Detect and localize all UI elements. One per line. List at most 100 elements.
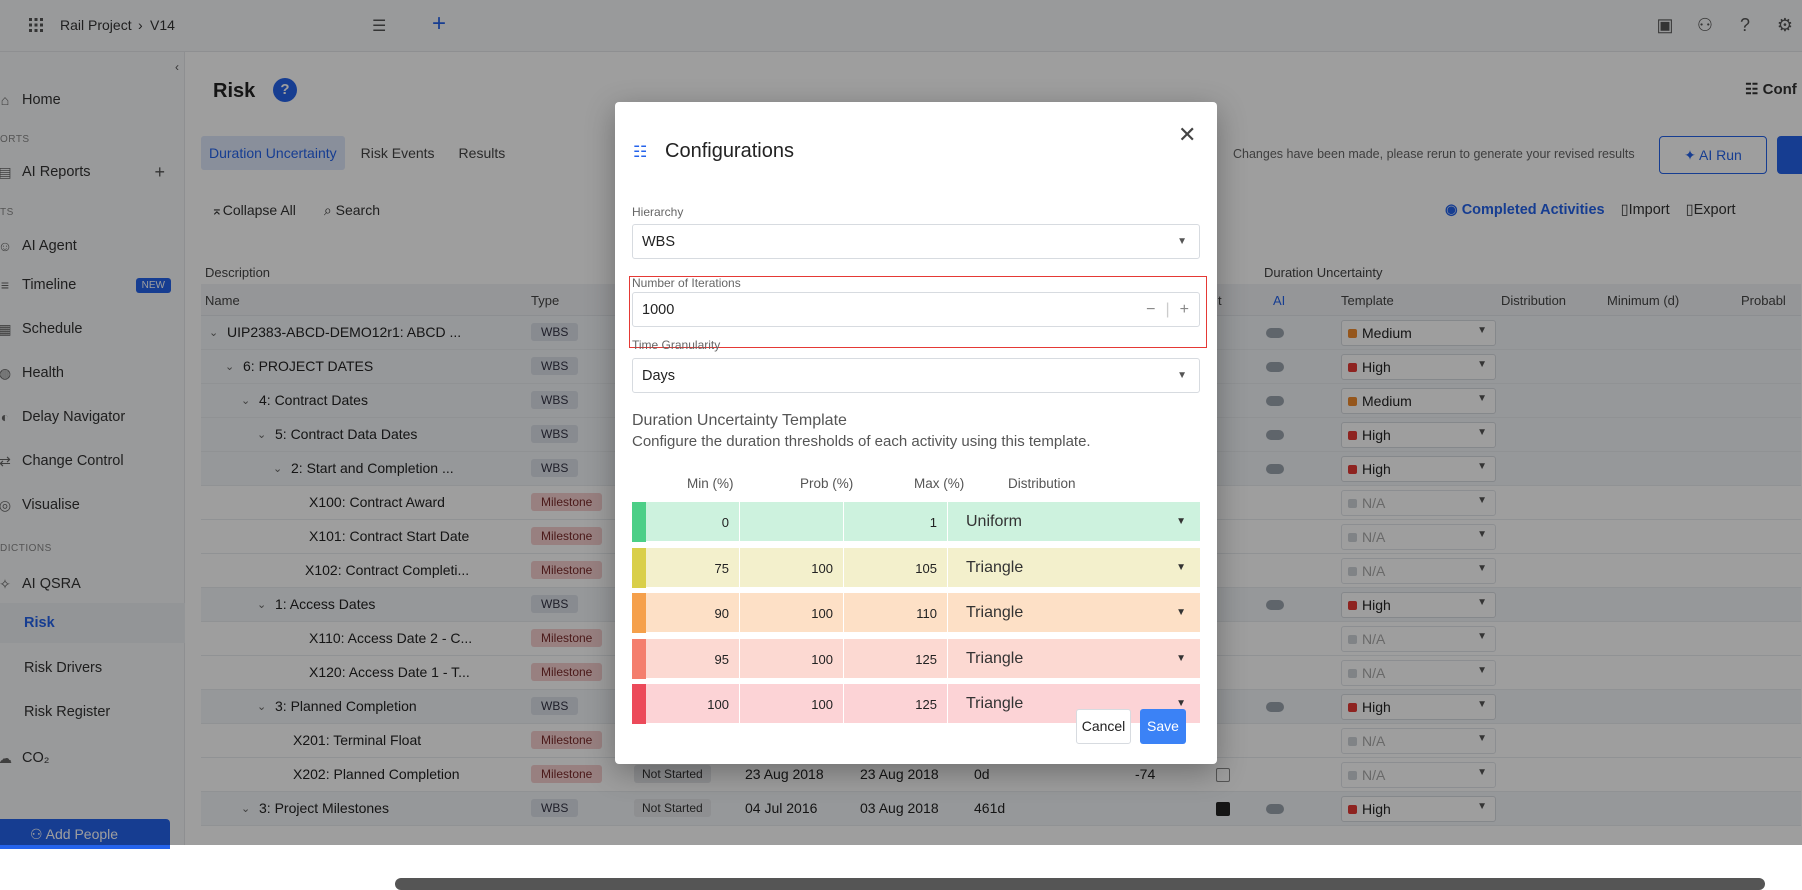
configurations-link[interactable]: ☷ Conf bbox=[1745, 81, 1797, 98]
increment-icon[interactable]: + bbox=[1179, 301, 1189, 318]
horizontal-scrollbar[interactable] bbox=[395, 878, 1765, 890]
min-input[interactable]: 100 bbox=[646, 684, 740, 724]
max-input[interactable]: 110 bbox=[844, 593, 948, 633]
chevron-down-icon[interactable]: ⌄ bbox=[225, 361, 235, 373]
min-input[interactable]: 95 bbox=[646, 638, 740, 679]
chevron-down-icon[interactable]: ⌄ bbox=[257, 701, 267, 713]
min-input[interactable]: 0 bbox=[646, 502, 740, 542]
template-select[interactable]: N/A ▼ bbox=[1341, 660, 1496, 686]
prob-input[interactable]: 100 bbox=[740, 593, 844, 633]
help-circle-icon[interactable]: ? bbox=[1739, 15, 1750, 35]
help-icon[interactable]: ? bbox=[273, 78, 297, 102]
list-icon[interactable]: ☰ bbox=[372, 18, 387, 35]
table-row[interactable]: X202: Planned Completion Milestone Not Sta… bbox=[201, 758, 1801, 792]
tab-results[interactable]: Results bbox=[458, 145, 506, 161]
prob-input[interactable]: 100 bbox=[740, 547, 844, 588]
distribution-select[interactable]: Triangle ▼ bbox=[966, 649, 1186, 667]
add-report-icon[interactable]: + bbox=[154, 161, 165, 182]
export-button[interactable]: ▯Export bbox=[1685, 202, 1736, 218]
ai-toggle[interactable] bbox=[1266, 328, 1284, 338]
add-icon[interactable]: + bbox=[432, 10, 447, 37]
template-select[interactable]: High ▼ bbox=[1341, 354, 1496, 380]
template-select[interactable]: High ▼ bbox=[1341, 422, 1496, 448]
search-button[interactable]: ⌕ Search bbox=[323, 202, 380, 218]
distribution-select[interactable]: Triangle ▼ bbox=[966, 558, 1186, 576]
breadcrumb-version[interactable]: V14 bbox=[150, 17, 175, 33]
chevron-down-icon[interactable]: ⌄ bbox=[241, 803, 251, 815]
run-button[interactable] bbox=[1777, 136, 1802, 174]
sidebar-item-ai-reports[interactable]: ▤ AI Reports + bbox=[0, 152, 185, 192]
max-input[interactable]: 105 bbox=[844, 547, 948, 588]
table-row[interactable]: ⌄ 3: Project Milestones WBS Not Started 04 J… bbox=[201, 792, 1801, 826]
briefcase-icon[interactable]: ▣ bbox=[1656, 15, 1674, 35]
sidebar-item-schedule[interactable]: ▦ Schedule bbox=[0, 309, 185, 349]
sidebar-item-risk[interactable]: Risk bbox=[0, 603, 185, 643]
chevron-down-icon[interactable]: ⌄ bbox=[257, 429, 267, 441]
template-select[interactable]: Medium ▼ bbox=[1341, 320, 1496, 346]
apps-grid-icon[interactable] bbox=[28, 17, 44, 33]
decrement-icon[interactable]: − bbox=[1146, 301, 1156, 318]
sidebar-item-risk-drivers[interactable]: Risk Drivers bbox=[24, 660, 103, 676]
settings-icon[interactable]: ⚙ bbox=[1776, 15, 1794, 35]
user-settings-icon[interactable]: ⚇ bbox=[1696, 15, 1714, 35]
table-row[interactable]: X100: Contract Award Milestone N/A ▼ bbox=[201, 486, 1801, 520]
prob-input[interactable]: 100 bbox=[740, 684, 844, 724]
sidebar-item-ai-qsra[interactable]: ✧ AI QSRA bbox=[0, 564, 185, 604]
template-select[interactable]: High ▼ bbox=[1341, 796, 1496, 822]
distribution-select[interactable]: Triangle ▼ bbox=[966, 695, 1186, 712]
sidebar-item-health[interactable]: ◍ Health bbox=[0, 353, 185, 393]
save-button[interactable]: Save bbox=[1140, 709, 1186, 744]
template-select[interactable]: High ▼ bbox=[1341, 592, 1496, 618]
template-select[interactable]: High ▼ bbox=[1341, 694, 1496, 720]
sidebar-item-ai-agent[interactable]: ☺ AI Agent bbox=[0, 226, 185, 266]
ai-run-button[interactable]: ✦ AI Run bbox=[1659, 136, 1767, 174]
ai-toggle[interactable] bbox=[1266, 702, 1284, 712]
sidebar-item-home[interactable]: ⌂ Home bbox=[0, 80, 185, 120]
import-button[interactable]: ▯Import bbox=[1620, 202, 1670, 218]
tab-duration-uncertainty[interactable]: Duration Uncertainty bbox=[201, 136, 345, 170]
prob-input[interactable] bbox=[740, 502, 844, 542]
prob-input[interactable]: 100 bbox=[740, 638, 844, 679]
template-select[interactable]: N/A ▼ bbox=[1341, 728, 1496, 754]
sidebar-item-change-control[interactable]: ⇄ Change Control bbox=[0, 441, 185, 481]
min-input[interactable]: 90 bbox=[646, 593, 740, 633]
table-row[interactable]: X120: Access Date 1 - T... Milestone N/A ▼ bbox=[201, 656, 1801, 690]
template-select[interactable]: N/A ▼ bbox=[1341, 626, 1496, 652]
collapse-all-button[interactable]: ⌅Collapse All bbox=[211, 202, 296, 218]
sidebar-item-delay-navigator[interactable]: ◐ Delay Navigator bbox=[0, 397, 185, 437]
sidebar-item-timeline[interactable]: ≡ Timeline NEW bbox=[0, 265, 185, 305]
completed-activities-toggle[interactable]: ◉ Completed Activities bbox=[1445, 202, 1605, 218]
chevron-down-icon[interactable]: ⌄ bbox=[209, 327, 219, 339]
template-select[interactable]: High ▼ bbox=[1341, 456, 1496, 482]
max-input[interactable]: 125 bbox=[844, 638, 948, 679]
ai-toggle[interactable] bbox=[1266, 430, 1284, 440]
template-select[interactable]: N/A ▼ bbox=[1341, 762, 1496, 788]
sidebar-item-risk-register[interactable]: Risk Register bbox=[24, 704, 111, 720]
ai-toggle[interactable] bbox=[1266, 464, 1284, 474]
collapse-sidebar-icon[interactable]: ‹ bbox=[175, 60, 179, 74]
ai-toggle[interactable] bbox=[1266, 600, 1284, 610]
max-input[interactable]: 1 bbox=[844, 502, 948, 542]
breadcrumb-project[interactable]: Rail Project bbox=[60, 17, 132, 33]
ai-toggle[interactable] bbox=[1266, 396, 1284, 406]
distribution-select[interactable]: Uniform ▼ bbox=[966, 513, 1186, 530]
granularity-select[interactable]: Days ▼ bbox=[632, 358, 1200, 393]
template-select[interactable]: N/A ▼ bbox=[1341, 558, 1496, 584]
chevron-down-icon[interactable]: ⌄ bbox=[241, 395, 251, 407]
max-input[interactable]: 125 bbox=[844, 684, 948, 724]
chevron-down-icon[interactable]: ⌄ bbox=[273, 463, 283, 475]
row-checkbox[interactable] bbox=[1216, 802, 1230, 816]
sidebar-item-co2[interactable]: ☁ CO₂ bbox=[0, 738, 185, 778]
ai-toggle[interactable] bbox=[1266, 362, 1284, 372]
distribution-select[interactable]: Triangle ▼ bbox=[966, 604, 1186, 621]
cancel-button[interactable]: Cancel bbox=[1076, 709, 1131, 744]
sidebar-item-visualise[interactable]: ◎ Visualise bbox=[0, 485, 185, 525]
template-select[interactable]: N/A ▼ bbox=[1341, 490, 1496, 516]
iterations-field[interactable]: 1000 − | + bbox=[632, 292, 1200, 327]
row-checkbox[interactable] bbox=[1216, 768, 1230, 782]
add-people-button[interactable]: ⚇ Add People bbox=[0, 819, 170, 849]
min-input[interactable]: 75 bbox=[646, 547, 740, 588]
ai-toggle[interactable] bbox=[1266, 804, 1284, 814]
template-select[interactable]: Medium ▼ bbox=[1341, 388, 1496, 414]
template-select[interactable]: N/A ▼ bbox=[1341, 524, 1496, 550]
